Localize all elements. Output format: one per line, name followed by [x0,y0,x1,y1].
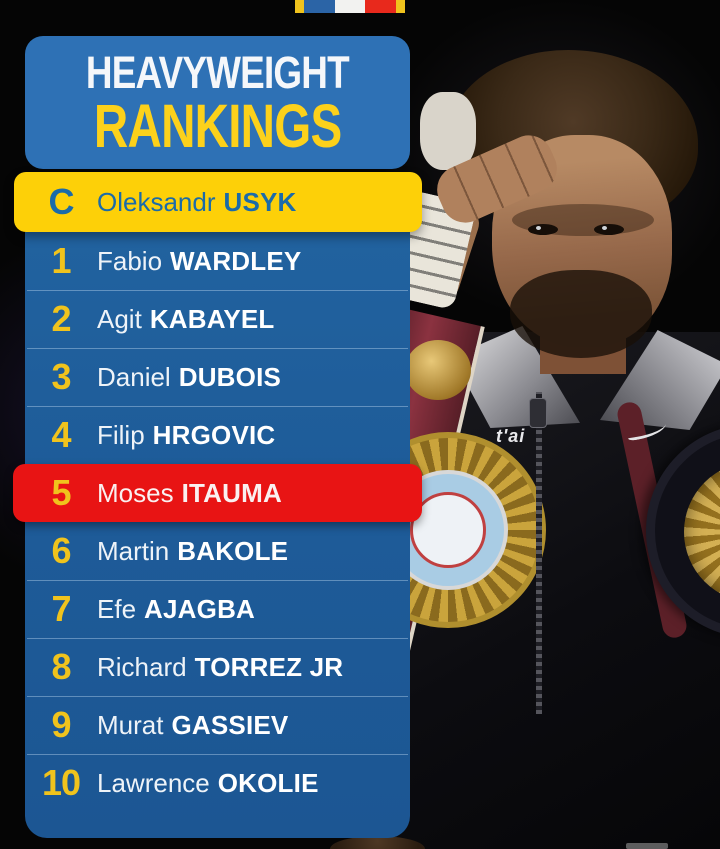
boxer-name: Martin BAKOLE [97,536,288,567]
boxer-first-name: Oleksandr [97,186,216,217]
ranking-row-7: 7 Efe AJAGBA [25,580,410,638]
boxer-first-name: Efe [97,593,137,624]
ranking-row-6: 6 Martin BAKOLE [25,522,410,580]
boxer-name: Moses ITAUMA [97,478,282,509]
boxer-last-name: GASSIEV [171,709,289,740]
boxer-eye [528,224,558,235]
title-rankings: RANKINGS [93,92,342,160]
boxer-first-name: Daniel [97,361,171,392]
ranking-row-8: 8 Richard TORREZ JR [25,638,410,696]
rank-number: 10 [41,762,81,803]
boxer-name: Richard TORREZ JR [97,652,343,683]
ranking-row-9: 9 Murat GASSIEV [25,696,410,754]
boxer-first-name: Martin [97,535,170,566]
boxer-last-name: OKOLIE [217,767,319,798]
rank-number: 2 [51,298,71,339]
boxer-first-name: Murat [97,709,164,740]
title-weight-class: HEAVYWEIGHT [86,47,350,98]
boxer-last-name: HRGOVIC [152,419,276,450]
boxer-last-name: WARDLEY [170,245,302,276]
rank-badge: C [48,181,75,222]
hand-wrap-tape [420,92,476,170]
rank-number: 1 [51,240,71,281]
ranking-row-2: 2 Agit KABAYEL [25,290,410,348]
flag-stripe-red [365,0,396,13]
boxer-first-name: Lawrence [97,767,210,798]
boxer-eye [594,224,624,235]
flag-stripe-blue [304,0,335,13]
boxer-name: Efe AJAGBA [97,594,255,625]
ranking-row-10: 10 Lawrence OKOLIE [25,754,410,812]
rankings-panel: 1 Fabio WARDLEY 2 Agit KABAYEL 3 Daniel … [13,232,422,838]
boxer-first-name: Agit [97,303,142,334]
ranking-row-4: 4 Filip HRGOVIC [25,406,410,464]
boxer-name: Oleksandr USYK [97,187,297,218]
boxer-name: Murat GASSIEV [97,710,288,741]
ranking-row-champion: C Oleksandr USYK [14,172,422,232]
rank-number: 4 [51,414,71,455]
rank-number: 3 [51,356,71,397]
rank-number: 5 [51,472,71,513]
boxer-name: Agit KABAYEL [97,304,275,335]
boxer-last-name: USYK [223,186,297,217]
ranking-row-1: 1 Fabio WARDLEY [25,232,410,290]
boxer-last-name: AJAGBA [144,593,256,624]
crowd-head [330,836,425,849]
jacket-zipper-pull [529,398,547,428]
boxer-last-name: ITAUMA [181,477,282,508]
boxer-first-name: Richard [97,651,187,682]
boxer-name: Filip HRGOVIC [97,420,275,451]
rank-number: 7 [51,588,71,629]
rank-number: 9 [51,704,71,745]
title-box: HEAVYWEIGHT RANKINGS [25,36,410,169]
flag-stripe-yellow [295,0,304,13]
french-flag-icon [295,0,405,13]
partial-watermark [626,843,668,849]
boxer-last-name: DUBOIS [178,361,282,392]
boxer-first-name: Fabio [97,245,163,276]
boxer-beard [510,270,652,358]
boxer-name: Daniel DUBOIS [97,362,281,393]
boxer-name: Fabio WARDLEY [97,246,301,277]
flag-stripe-yellow [396,0,405,13]
boxer-last-name: TORREZ JR [194,651,344,682]
ranking-row-5-highlighted: 5 Moses ITAUMA [13,464,422,522]
rank-number: 6 [51,530,71,571]
boxer-name: Lawrence OKOLIE [97,768,319,799]
boxer-first-name: Filip [97,419,145,450]
belt-buckle [405,340,471,400]
boxer-first-name: Moses [97,477,174,508]
boxer-last-name: KABAYEL [149,303,275,334]
belt-plate-medallion [410,492,486,568]
boxer-last-name: BAKOLE [177,535,289,566]
jacket-zipper [536,392,542,714]
jacket-brand-text: t'ai [496,426,526,446]
ranking-row-3: 3 Daniel DUBOIS [25,348,410,406]
rank-number: 8 [51,646,71,687]
flag-stripe-white [335,0,365,13]
